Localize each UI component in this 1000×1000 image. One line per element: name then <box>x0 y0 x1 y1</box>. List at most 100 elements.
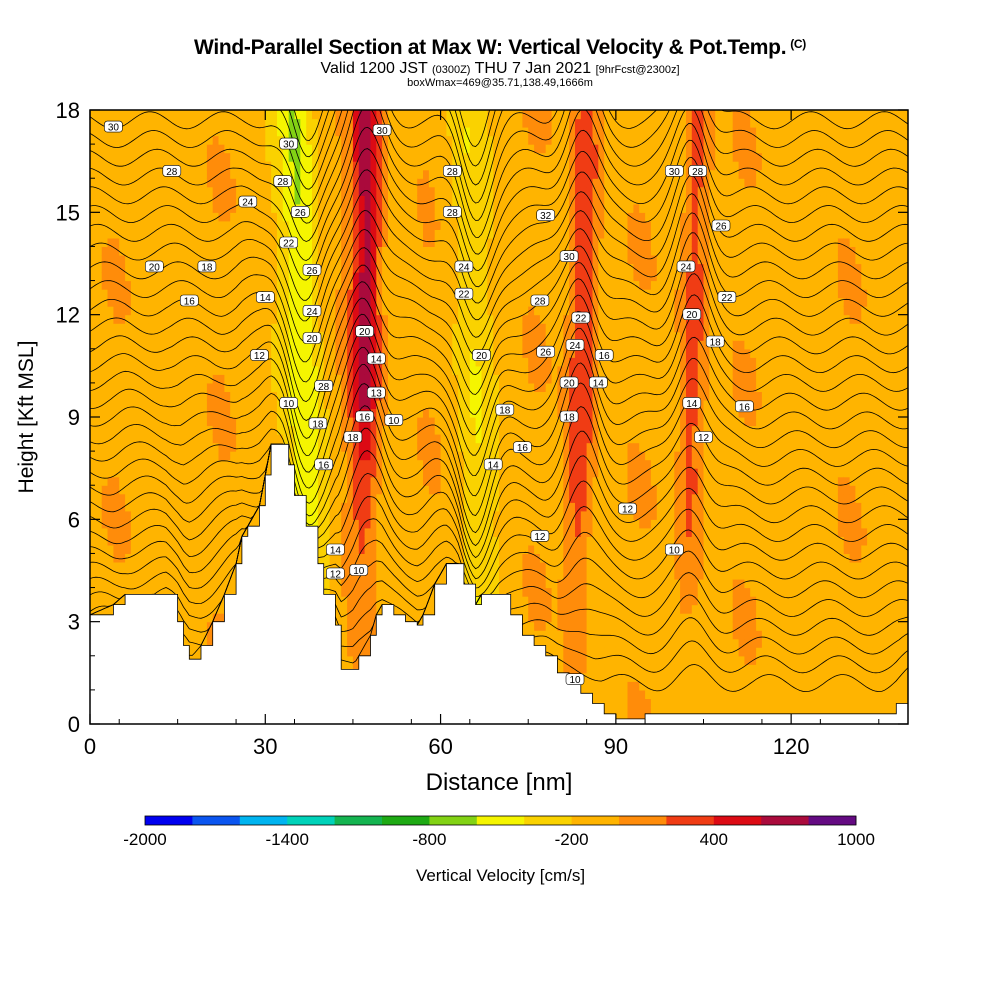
contour-label: 13 <box>366 386 386 400</box>
contour-label: 28 <box>162 165 182 178</box>
contour-label: 18 <box>308 417 328 430</box>
contour-label: 18 <box>197 260 217 273</box>
contour-label: 16 <box>594 349 614 362</box>
theta-contour-line <box>90 443 908 580</box>
x-tick-label: 30 <box>253 734 277 759</box>
contour-label: 30 <box>279 137 299 151</box>
colorbar: -2000 -1400 -800 -200 400 1000 Vertical Veloci… <box>123 815 875 885</box>
theta-contour-line <box>90 443 908 606</box>
colorbar-segment <box>334 816 383 825</box>
colorbar-segment <box>145 816 193 825</box>
contour-label: 20 <box>559 376 579 389</box>
x-tick-label: 0 <box>84 734 96 759</box>
contour-label: 20 <box>302 332 322 345</box>
x-axis-label: Distance [nm] <box>426 769 573 796</box>
y-tick-label: 9 <box>68 405 80 430</box>
contour-label: 30 <box>372 124 392 137</box>
theta-contour-line <box>90 139 908 288</box>
colorbar-tick-label: -2000 <box>123 830 166 849</box>
contour-label: 16 <box>513 441 532 454</box>
colorbar-segment <box>476 816 525 825</box>
axes: 0 30 60 90 120 0 3 6 9 12 15 18 Distance [nm] Height … <box>15 98 908 796</box>
contour-label: 12 <box>694 431 713 444</box>
theta-contour-line <box>90 156 908 304</box>
contour-label: 16 <box>735 400 754 413</box>
contour-label: 14 <box>682 397 702 410</box>
contour-label: 22 <box>279 236 299 250</box>
contour-label: 22 <box>571 311 591 325</box>
x-tick-label: 90 <box>604 734 628 759</box>
contour-label: 28 <box>273 175 293 188</box>
title-mark: (C) <box>790 37 806 51</box>
contour-label: 30 <box>559 250 579 263</box>
contour-label: 26 <box>290 206 310 219</box>
contour-label: 12 <box>618 502 637 516</box>
contour-label: 10 <box>565 673 585 686</box>
contour-label: 30 <box>664 165 684 178</box>
contour-label: 22 <box>717 291 737 304</box>
contour-label: 18 <box>705 335 725 349</box>
contour-label: 12 <box>530 530 550 543</box>
contour-label: 16 <box>314 458 334 471</box>
theta-contour-line <box>90 193 908 342</box>
colorbar-segment <box>429 816 478 825</box>
contour-label: 14 <box>366 352 386 366</box>
contour-label: 28 <box>530 294 550 308</box>
chart-title: Wind-Parallel Section at Max W: Vertical… <box>194 36 806 59</box>
contour-label: 12 <box>250 349 269 362</box>
colorbar-segment <box>761 816 809 825</box>
contour-label: 18 <box>559 410 579 424</box>
colorbar-segment <box>524 816 572 825</box>
theta-contour-line <box>90 174 908 322</box>
colorbar-segment <box>382 816 430 825</box>
theta-contour-line <box>90 212 908 363</box>
contour-label: 26 <box>302 263 322 277</box>
box-info: boxWmax=469@35.71,138.49,1666m <box>407 77 593 89</box>
theta-contour-line <box>90 427 908 559</box>
theta-contour-line <box>90 110 908 255</box>
contour-label: 18 <box>495 403 515 417</box>
contour-label: 24 <box>238 195 258 209</box>
x-tick-label: 60 <box>428 734 452 759</box>
contour-label: 18 <box>343 431 363 444</box>
contour-label: 24 <box>454 260 474 273</box>
colorbar-label: Vertical Velocity [cm/s] <box>416 866 585 885</box>
contour-label: 10 <box>664 543 684 557</box>
contour-label: 28 <box>314 379 334 393</box>
theta-contour-line <box>90 405 908 547</box>
contour-label: 20 <box>145 260 164 273</box>
y-tick-label: 12 <box>56 303 80 328</box>
x-tick-label: 120 <box>773 734 810 759</box>
colorbar-segment <box>239 816 288 825</box>
contour-label: 24 <box>302 304 322 318</box>
colorbar-tick-label: 1000 <box>837 830 875 849</box>
theta-contour-line <box>90 310 908 456</box>
chart-subtitle: Valid 1200 JST (0300Z) THU 7 Jan 2021 [9… <box>320 60 680 77</box>
contour-label: 10 <box>349 564 369 577</box>
colorbar-segment <box>287 816 335 825</box>
contour-label: 22 <box>454 287 474 301</box>
colorbar-segment <box>713 816 762 825</box>
colorbar-tick-label: -1400 <box>265 830 308 849</box>
contour-label: 24 <box>565 339 585 352</box>
contour-label: 32 <box>536 209 556 222</box>
terrain-profile <box>90 443 908 724</box>
theta-contour-line <box>90 122 908 272</box>
theta-contour-line <box>90 362 908 516</box>
contour-label: 26 <box>711 219 731 233</box>
contour-label: 14 <box>326 543 345 557</box>
colorbar-tick-label: -200 <box>555 830 589 849</box>
theta-contour-line <box>90 232 908 383</box>
theta-contour-line <box>90 443 908 570</box>
contour-label: 20 <box>682 308 702 321</box>
colorbar-segment <box>666 816 715 825</box>
colorbar-segment <box>192 816 241 825</box>
theta-contour-line <box>106 110 848 186</box>
y-tick-label: 15 <box>56 200 80 225</box>
y-tick-label: 6 <box>68 507 80 532</box>
theta-contours <box>90 110 908 693</box>
theta-contour-line <box>90 110 908 238</box>
theta-contour-line <box>90 110 908 204</box>
contour-label: 10 <box>384 414 404 427</box>
